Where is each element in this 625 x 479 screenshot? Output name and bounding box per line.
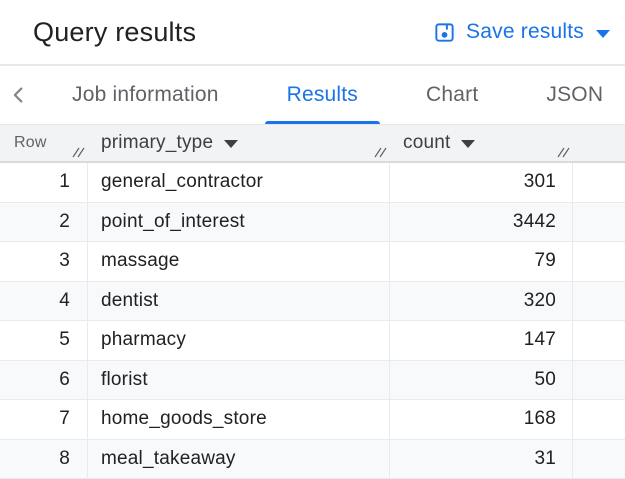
row-number-cell: 4 (0, 281, 88, 320)
column-menu-caret-down-icon[interactable] (461, 140, 476, 148)
count-cell: 31 (390, 439, 573, 478)
filler-cell (573, 242, 625, 281)
count-cell: 320 (390, 281, 573, 320)
row-number-cell: 7 (0, 400, 88, 439)
save-icon (435, 22, 454, 42)
row-number-cell: 2 (0, 202, 88, 241)
table-row: 5 pharmacy 147 (0, 321, 625, 361)
count-cell: 301 (390, 163, 573, 202)
primary-type-cell: massage (88, 242, 390, 281)
filler-cell (573, 361, 625, 400)
results-table-body: 1 general_contractor 301 2 point_of_inte… (0, 163, 625, 479)
row-number-cell: 8 (0, 439, 88, 478)
table-row: 3 massage 79 (0, 242, 625, 282)
count-cell: 168 (390, 400, 573, 439)
primary-type-cell: dentist (88, 281, 390, 320)
column-resize-handle-icon[interactable] (557, 147, 570, 158)
filler-cell (573, 400, 625, 439)
table-row: 1 general_contractor 301 (0, 163, 625, 203)
primary-type-cell: pharmacy (88, 321, 390, 360)
column-header-row: Row (0, 125, 88, 161)
tab-results[interactable]: Results (261, 66, 384, 124)
table-row: 6 florist 50 (0, 360, 625, 400)
row-number-cell: 1 (0, 163, 88, 202)
page-title: Query results (33, 16, 197, 47)
filler-cell (573, 440, 625, 479)
filler-cell (573, 321, 625, 360)
save-results-label: Save results (466, 20, 584, 43)
primary-type-cell: meal_takeaway (88, 439, 390, 478)
table-row: 4 dentist 320 (0, 281, 625, 321)
tab-bar: Job information Results Chart JSON (0, 66, 625, 125)
count-cell: 147 (390, 321, 573, 360)
column-header-count: count (390, 125, 573, 161)
primary-type-cell: general_contractor (88, 163, 390, 202)
column-header-filler (573, 125, 625, 161)
table-row: 2 point_of_interest 3442 (0, 202, 625, 242)
row-number-cell: 6 (0, 360, 88, 399)
caret-down-icon (596, 29, 610, 38)
count-cell: 50 (390, 360, 573, 399)
chevron-left-icon (13, 87, 23, 103)
primary-type-cell: florist (88, 360, 390, 399)
filler-cell (573, 163, 625, 202)
column-header-primary-type-label: primary_type (101, 132, 214, 153)
column-header-count-label: count (403, 132, 451, 153)
row-number-cell: 3 (0, 242, 88, 281)
column-header-primary-type: primary_type (88, 125, 390, 161)
column-resize-handle-icon[interactable] (72, 147, 85, 158)
tab-json[interactable]: JSON (520, 66, 625, 124)
column-menu-caret-down-icon[interactable] (224, 140, 239, 148)
count-cell: 79 (390, 242, 573, 281)
tabs-scroll-left-button[interactable] (8, 66, 30, 124)
tab-chart[interactable]: Chart (400, 66, 504, 124)
table-header-row: Row primary_type count (0, 125, 625, 163)
table-row: 8 meal_takeaway 31 (0, 439, 625, 479)
topbar: Query results Save results (0, 0, 625, 66)
filler-cell (573, 203, 625, 242)
filler-cell (573, 282, 625, 321)
count-cell: 3442 (390, 202, 573, 241)
column-resize-handle-icon[interactable] (374, 147, 387, 158)
column-header-row-label: Row (14, 134, 47, 151)
save-results-button[interactable]: Save results (433, 20, 610, 44)
table-row: 7 home_goods_store 168 (0, 400, 625, 440)
tab-job-information[interactable]: Job information (46, 66, 245, 124)
primary-type-cell: home_goods_store (88, 400, 390, 439)
primary-type-cell: point_of_interest (88, 202, 390, 241)
row-number-cell: 5 (0, 321, 88, 360)
